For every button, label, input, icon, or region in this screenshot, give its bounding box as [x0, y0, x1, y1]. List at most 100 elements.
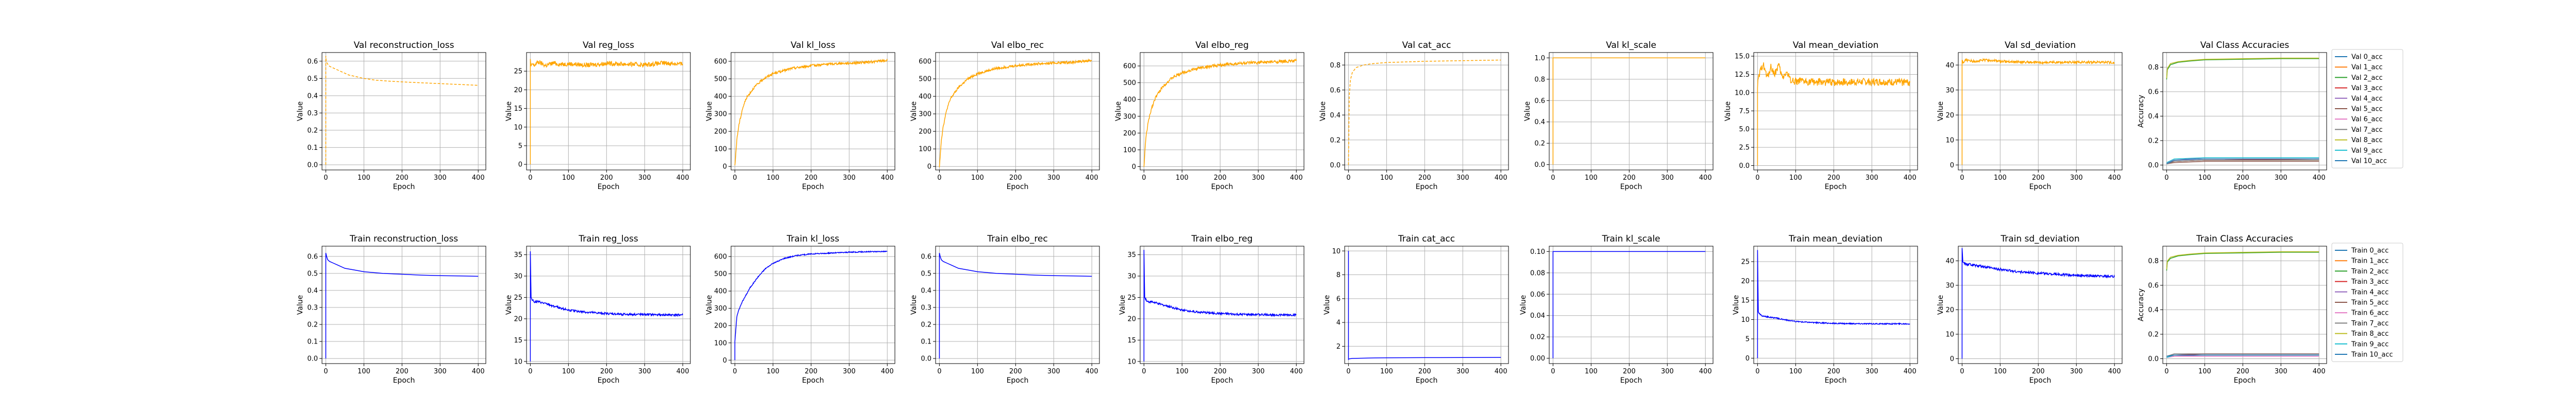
y-tick-label: 30	[1945, 282, 1954, 290]
y-tick-label: 0.4	[2148, 306, 2159, 314]
y-tick-label: 400	[714, 288, 727, 296]
axes-frame	[1753, 52, 1918, 170]
y-tick-label: 10	[1332, 248, 1341, 255]
y-axis-label: Value	[1937, 295, 1945, 315]
x-axis-label: Epoch	[2234, 183, 2256, 191]
axes-frame	[935, 52, 1100, 170]
x-tick-label: 200	[2032, 368, 2045, 375]
x-tick-label: 400	[1086, 368, 1098, 375]
x-tick-label: 400	[2108, 368, 2121, 375]
series-line-5	[2166, 161, 2319, 164]
x-tick-label: 100	[1585, 368, 1598, 375]
subplot-1: 0 100 200 300 400 0.0 0.1 0.2 0.3 0.4 0.5 0.6 Val re…	[296, 40, 486, 191]
y-tick-label: 30	[1127, 273, 1136, 281]
y-tick-label: 15	[514, 105, 522, 113]
y-axis-label: Value	[1118, 295, 1127, 315]
y-tick-label: 35	[1127, 251, 1136, 259]
y-tick-label: 0.3	[307, 304, 318, 312]
y-tick-label: 600	[919, 58, 931, 66]
series-line	[1143, 58, 1297, 167]
y-tick-label: 0	[1950, 355, 1954, 363]
y-tick-label: 15	[1127, 337, 1136, 345]
y-tick-label: 0.5	[921, 270, 931, 278]
axes-frame	[2162, 52, 2327, 170]
x-tick-label: 0	[1346, 174, 1350, 182]
x-tick-label: 0	[1346, 368, 1350, 375]
x-axis-label: Epoch	[2234, 376, 2256, 385]
y-tick-label: 0	[723, 163, 727, 171]
y-tick-label: 0.5	[307, 75, 318, 83]
axes-frame	[1549, 52, 1714, 170]
y-tick-label: 0.2	[1534, 140, 1545, 148]
x-tick-label: 200	[1418, 368, 1431, 375]
chart-title: Val kl_scale	[1606, 40, 1656, 50]
axes-frame	[526, 52, 691, 170]
y-tick-label: 35	[514, 251, 522, 259]
y-tick-label: 20	[514, 315, 522, 323]
legend-entry: Val 3_acc	[2351, 84, 2383, 92]
x-tick-label: 100	[562, 368, 575, 375]
x-axis-label: Epoch	[1620, 183, 1642, 191]
subplot-17: 0 100 200 300 400 0.00 0.02 0.04 0.06 0.08 0.10 Tra…	[1519, 234, 1714, 385]
y-tick-label: 300	[919, 111, 931, 118]
y-tick-label: 25	[1741, 259, 1750, 266]
axes-frame	[1140, 52, 1304, 170]
x-tick-label: 200	[2032, 174, 2045, 182]
y-tick-label: 5	[1745, 336, 1750, 344]
x-tick-label: 300	[434, 174, 447, 182]
y-axis-label: Value	[1724, 101, 1732, 121]
chart-title: Val elbo_reg	[1195, 40, 1249, 50]
legend-entry: Train 3_acc	[2351, 278, 2388, 286]
x-tick-label: 200	[1623, 368, 1636, 375]
chart-title: Val elbo_rec	[991, 40, 1044, 50]
y-tick-label: 0.4	[307, 92, 318, 100]
x-tick-label: 0	[528, 368, 532, 375]
subplot-15: 0 100 200 300 400 10 15 20 25 30 35 Train elbo_reg E…	[1118, 234, 1304, 385]
y-axis-label: Value	[1519, 295, 1528, 315]
y-tick-label: 500	[919, 76, 931, 83]
axes-frame	[731, 52, 895, 170]
series-line-7	[2166, 353, 2319, 357]
x-tick-label: 0	[937, 368, 941, 375]
y-tick-label: 0.0	[2148, 162, 2159, 169]
x-tick-label: 300	[2275, 174, 2287, 182]
x-tick-label: 200	[1827, 368, 1840, 375]
y-tick-label: 200	[1123, 130, 1136, 138]
x-tick-label: 300	[1252, 174, 1265, 182]
y-axis-label: Value	[1732, 295, 1740, 315]
chart-title: Train kl_loss	[786, 234, 839, 244]
y-axis-label: Value	[296, 101, 304, 121]
series-line	[1348, 59, 1501, 165]
axes-frame	[526, 246, 691, 364]
y-tick-label: 0.2	[1330, 136, 1341, 144]
x-tick-label: 0	[324, 174, 328, 182]
series-line	[939, 58, 1092, 167]
legend-entry: Train 5_acc	[2351, 299, 2388, 307]
x-tick-label: 200	[805, 368, 818, 375]
y-tick-label: 10	[514, 358, 522, 366]
x-tick-label: 200	[600, 368, 613, 375]
y-tick-label: 0.2	[2148, 331, 2159, 339]
subplot-19: 0 100 200 300 400 0 10 20 30 40 Train sd_deviation…	[1937, 234, 2123, 385]
chart-title: Train kl_scale	[1601, 234, 1660, 244]
x-tick-label: 100	[358, 174, 370, 182]
x-tick-label: 100	[1994, 368, 2007, 375]
series-line	[325, 253, 479, 359]
y-axis-label: Value	[1323, 295, 1331, 315]
y-tick-label: 20	[514, 87, 522, 94]
y-tick-label: 500	[1123, 79, 1136, 87]
legend-entry: Train 1_acc	[2351, 258, 2388, 265]
x-tick-label: 100	[562, 174, 575, 182]
subplot-7: 0 100 200 300 400 0.0 0.2 0.4 0.6 0.8 1.0 Val kl_sc…	[1523, 40, 1714, 191]
subplot-9: 0 100 200 300 400 0 10 20 30 40 Val sd_deviation Ep…	[1937, 40, 2123, 191]
y-tick-label: 100	[919, 146, 931, 153]
y-tick-label: 0.8	[2148, 64, 2159, 72]
y-tick-label: 0.6	[307, 253, 318, 261]
x-tick-label: 300	[1456, 368, 1469, 375]
y-tick-label: 600	[714, 58, 727, 66]
y-tick-label: 0.2	[2148, 138, 2159, 145]
subplot-3: 0 100 200 300 400 0 100 200 300 400 500 600 Val kl_l…	[705, 40, 895, 191]
series-line-9	[2166, 157, 2319, 163]
x-axis-label: Epoch	[1620, 376, 1642, 385]
